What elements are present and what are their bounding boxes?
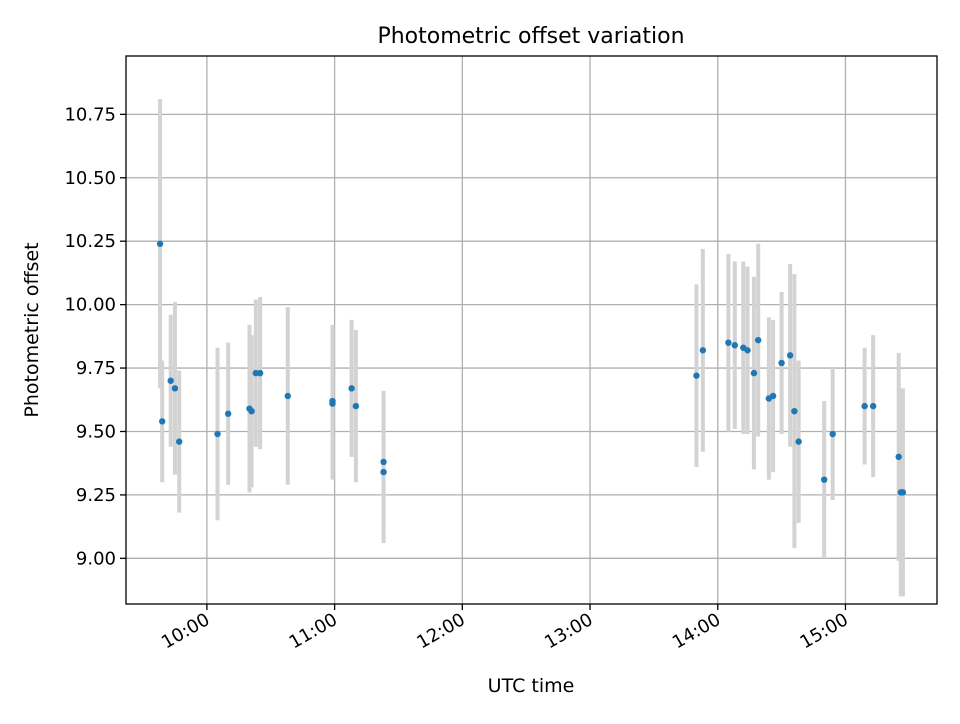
data-point: [256, 369, 264, 377]
data-point: [899, 489, 907, 496]
plot-frame: [125, 55, 938, 605]
y-axis-ticks: 9.00 9.25 9.50 9.75 10.00 10.25 10.50 10.75: [64, 104, 126, 569]
y-tick-label: 10.00: [64, 295, 116, 316]
y-tick-label: 9.25: [76, 485, 116, 506]
data-point: [829, 430, 836, 438]
y-axis-label: Photometric offset: [21, 242, 43, 417]
x-axis-label: UTC time: [488, 675, 575, 697]
y-tick-label: 10.50: [64, 168, 116, 189]
data-point: [754, 336, 762, 344]
data-point: [171, 385, 179, 392]
data-point: [820, 476, 828, 483]
data-point: [156, 240, 164, 247]
data-point: [725, 339, 732, 346]
data-point: [176, 438, 183, 445]
data-point: [380, 458, 387, 466]
data-point: [791, 407, 798, 415]
y-tick-label: 10.25: [64, 231, 116, 252]
data-point: [158, 418, 166, 425]
data-point: [869, 402, 877, 410]
data-point: [224, 410, 232, 417]
data-point: [693, 372, 700, 379]
data-point: [699, 347, 707, 354]
data-point: [348, 385, 355, 392]
y-tick-label: 9.00: [76, 548, 116, 569]
data-point: [380, 468, 387, 476]
data-point: [284, 392, 291, 400]
data-point: [795, 438, 802, 445]
data-point: [167, 377, 174, 384]
data-point: [786, 352, 794, 359]
y-tick-label: 9.50: [76, 421, 116, 442]
data-point: [744, 347, 751, 354]
data-point: [731, 342, 738, 349]
y-tick-label: 9.75: [76, 358, 116, 379]
data-point: [352, 402, 360, 410]
chart-title: Photometric offset variation: [377, 24, 684, 49]
data-point: [248, 407, 255, 415]
data-point: [329, 397, 336, 405]
data-point: [778, 359, 785, 367]
data-point: [769, 392, 777, 400]
data-point: [861, 402, 868, 410]
data-points: [156, 240, 907, 496]
data-point: [895, 453, 902, 461]
data-point: [214, 430, 221, 438]
data-point: [750, 369, 758, 377]
y-tick-label: 10.75: [64, 104, 116, 125]
